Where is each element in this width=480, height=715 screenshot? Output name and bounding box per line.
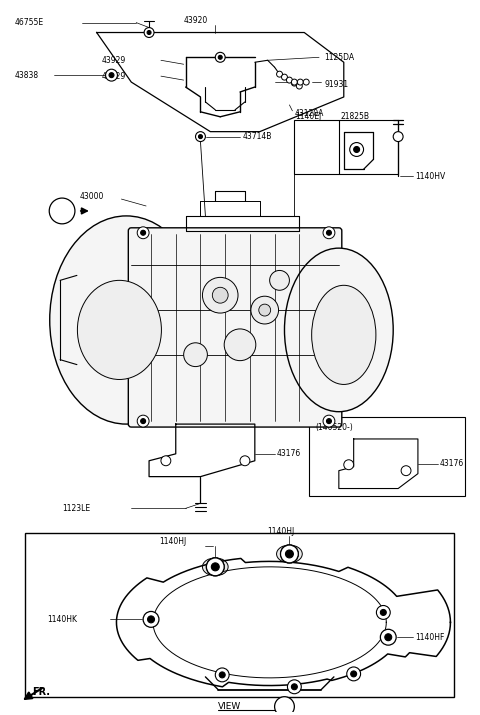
Circle shape	[144, 28, 154, 37]
Circle shape	[393, 132, 403, 142]
Circle shape	[203, 277, 238, 313]
Circle shape	[270, 270, 289, 290]
Circle shape	[286, 550, 293, 558]
Text: FR.: FR.	[33, 686, 50, 696]
Text: 1140HK: 1140HK	[47, 615, 77, 624]
Circle shape	[281, 74, 288, 80]
Text: 21825B: 21825B	[341, 112, 370, 122]
Text: 1140HF: 1140HF	[415, 633, 444, 642]
Text: 1125DA: 1125DA	[324, 53, 354, 61]
Text: 43000: 43000	[80, 192, 104, 201]
Circle shape	[291, 80, 297, 86]
Circle shape	[347, 667, 360, 681]
Circle shape	[291, 79, 297, 85]
Circle shape	[380, 609, 386, 616]
Circle shape	[49, 198, 75, 224]
Text: 91931: 91931	[324, 79, 348, 89]
FancyBboxPatch shape	[128, 228, 342, 427]
Text: 46755E: 46755E	[14, 18, 44, 27]
Circle shape	[344, 460, 354, 470]
Circle shape	[143, 611, 159, 627]
Circle shape	[109, 73, 114, 78]
Circle shape	[211, 563, 219, 571]
Ellipse shape	[77, 280, 161, 380]
Circle shape	[206, 558, 224, 576]
Circle shape	[206, 558, 224, 576]
Circle shape	[147, 31, 151, 34]
Circle shape	[385, 633, 392, 641]
Circle shape	[280, 545, 298, 563]
Ellipse shape	[203, 558, 228, 576]
Text: A: A	[281, 702, 288, 711]
Circle shape	[240, 455, 250, 465]
Circle shape	[219, 672, 225, 678]
Bar	[60, 340, 100, 370]
Circle shape	[161, 455, 171, 465]
Text: 43176: 43176	[440, 459, 464, 468]
Bar	[294, 119, 398, 174]
Circle shape	[326, 419, 331, 423]
Circle shape	[280, 545, 298, 563]
Bar	[24, 533, 455, 696]
Circle shape	[195, 132, 205, 142]
Circle shape	[296, 83, 302, 89]
Text: 43929: 43929	[102, 56, 126, 65]
Circle shape	[288, 680, 301, 694]
Circle shape	[287, 77, 292, 83]
Circle shape	[291, 684, 297, 690]
Circle shape	[303, 79, 309, 85]
Text: 1140HV: 1140HV	[415, 172, 445, 181]
Text: 43838: 43838	[14, 71, 39, 79]
Circle shape	[276, 72, 283, 77]
Text: 1140HJ: 1140HJ	[159, 536, 186, 546]
Circle shape	[141, 419, 145, 423]
Text: 43176: 43176	[276, 449, 301, 458]
Circle shape	[286, 550, 293, 558]
Text: 1140EJ: 1140EJ	[295, 112, 322, 122]
Circle shape	[141, 230, 145, 235]
Text: 1123LE: 1123LE	[62, 504, 90, 513]
Circle shape	[326, 230, 331, 235]
Circle shape	[184, 342, 207, 367]
Circle shape	[224, 329, 256, 360]
Text: VIEW: VIEW	[218, 702, 241, 711]
Circle shape	[212, 287, 228, 303]
Circle shape	[251, 296, 278, 324]
Text: 1140HJ: 1140HJ	[268, 527, 295, 536]
Ellipse shape	[276, 545, 302, 563]
Circle shape	[380, 629, 396, 645]
Text: 43714B: 43714B	[243, 132, 272, 141]
Text: 43920: 43920	[183, 16, 208, 25]
Text: A: A	[59, 207, 65, 215]
Circle shape	[401, 465, 411, 475]
Circle shape	[275, 696, 294, 715]
Ellipse shape	[312, 285, 376, 385]
Text: (140520-): (140520-)	[315, 423, 353, 432]
Circle shape	[216, 668, 229, 682]
Circle shape	[376, 606, 390, 619]
Circle shape	[297, 79, 303, 85]
Circle shape	[147, 616, 155, 623]
Circle shape	[199, 134, 203, 139]
Circle shape	[351, 671, 357, 677]
Circle shape	[354, 147, 360, 152]
Circle shape	[323, 227, 335, 239]
Circle shape	[350, 142, 363, 157]
Text: 43929: 43929	[102, 72, 126, 81]
Circle shape	[106, 69, 118, 81]
Circle shape	[216, 52, 225, 62]
Bar	[309, 417, 466, 496]
Text: 43120A: 43120A	[294, 109, 324, 118]
Ellipse shape	[50, 216, 203, 424]
Circle shape	[211, 563, 219, 571]
Circle shape	[218, 55, 222, 59]
Circle shape	[137, 415, 149, 427]
Ellipse shape	[285, 248, 393, 412]
Circle shape	[137, 227, 149, 239]
Circle shape	[323, 415, 335, 427]
Circle shape	[259, 304, 271, 316]
